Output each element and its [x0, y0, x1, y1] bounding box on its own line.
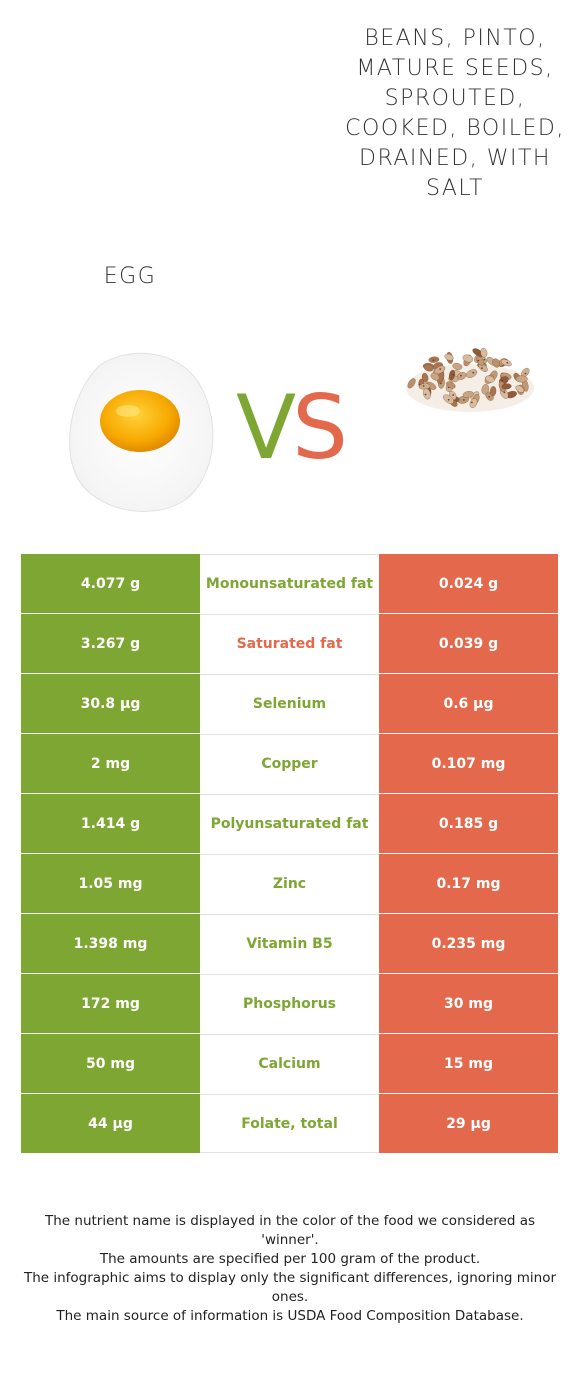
- left-food-value: 1.398 mg: [21, 914, 200, 973]
- nutrient-name: Polyunsaturated fat: [200, 794, 379, 853]
- table-row: 50 mg Calcium 15 mg: [21, 1034, 558, 1094]
- versus-s: S: [292, 376, 348, 479]
- table-row: 1.398 mg Vitamin B5 0.235 mg: [21, 914, 558, 974]
- comparison-header: Egg Beans, pinto, mature seeds, sprouted…: [0, 0, 580, 540]
- footer-note-winner: The nutrient name is displayed in the co…: [44, 1213, 536, 1248]
- table-row: 1.414 g Polyunsaturated fat 0.185 g: [21, 794, 558, 854]
- nutrient-name: Calcium: [200, 1034, 379, 1093]
- right-food-value: 0.185 g: [379, 794, 558, 853]
- nutrient-comparison-table: 4.077 g Monounsaturated fat 0.024 g 3.267 g…: [21, 554, 558, 1154]
- left-food-value: 2 mg: [21, 734, 200, 793]
- right-food-value: 15 mg: [379, 1034, 558, 1093]
- pinto-beans-image: [406, 347, 534, 412]
- left-food-value: 4.077 g: [21, 554, 200, 613]
- left-food-value: 1.414 g: [21, 794, 200, 853]
- versus-v: V: [235, 376, 296, 479]
- versus-label: VS: [222, 378, 358, 478]
- table-row: 2 mg Copper 0.107 mg: [21, 734, 558, 794]
- right-food-value: 29 µg: [379, 1094, 558, 1153]
- right-food-value: 0.107 mg: [379, 734, 558, 793]
- footer-notes: The nutrient name is displayed in the co…: [20, 1212, 560, 1326]
- footer-note-differences: The infographic aims to display only the…: [23, 1270, 557, 1305]
- nutrient-name: Saturated fat: [200, 614, 379, 673]
- left-food-value: 3.267 g: [21, 614, 200, 673]
- nutrient-name: Zinc: [200, 854, 379, 913]
- nutrient-name: Phosphorus: [200, 974, 379, 1033]
- nutrient-name: Copper: [200, 734, 379, 793]
- nutrient-name: Selenium: [200, 674, 379, 733]
- table-row: 30.8 µg Selenium 0.6 µg: [21, 674, 558, 734]
- table-row: 172 mg Phosphorus 30 mg: [21, 974, 558, 1034]
- right-food-value: 0.235 mg: [379, 914, 558, 973]
- right-food-value: 30 mg: [379, 974, 558, 1033]
- left-food-value: 172 mg: [21, 974, 200, 1033]
- nutrient-name: Vitamin B5: [200, 914, 379, 973]
- table-row: 1.05 mg Zinc 0.17 mg: [21, 854, 558, 914]
- left-food-value: 1.05 mg: [21, 854, 200, 913]
- table-row: 4.077 g Monounsaturated fat 0.024 g: [21, 554, 558, 614]
- footer-note-amounts: The amounts are specified per 100 gram o…: [99, 1251, 481, 1267]
- footer-note-source: The main source of information is USDA F…: [56, 1308, 524, 1324]
- fried-egg-image: [69, 352, 214, 512]
- right-food-value: 0.024 g: [379, 554, 558, 613]
- table-row: 3.267 g Saturated fat 0.039 g: [21, 614, 558, 674]
- right-food-value: 0.6 µg: [379, 674, 558, 733]
- nutrient-name: Folate, total: [200, 1094, 379, 1153]
- right-food-title: Beans, pinto, mature seeds, sprouted, co…: [345, 26, 565, 201]
- left-food-value: 44 µg: [21, 1094, 200, 1153]
- left-food-title: Egg: [103, 264, 157, 289]
- nutrient-name: Monounsaturated fat: [200, 554, 379, 613]
- right-food-value: 0.17 mg: [379, 854, 558, 913]
- table-row: 44 µg Folate, total 29 µg: [21, 1094, 558, 1154]
- right-food-value: 0.039 g: [379, 614, 558, 673]
- left-food-value: 30.8 µg: [21, 674, 200, 733]
- left-food-value: 50 mg: [21, 1034, 200, 1093]
